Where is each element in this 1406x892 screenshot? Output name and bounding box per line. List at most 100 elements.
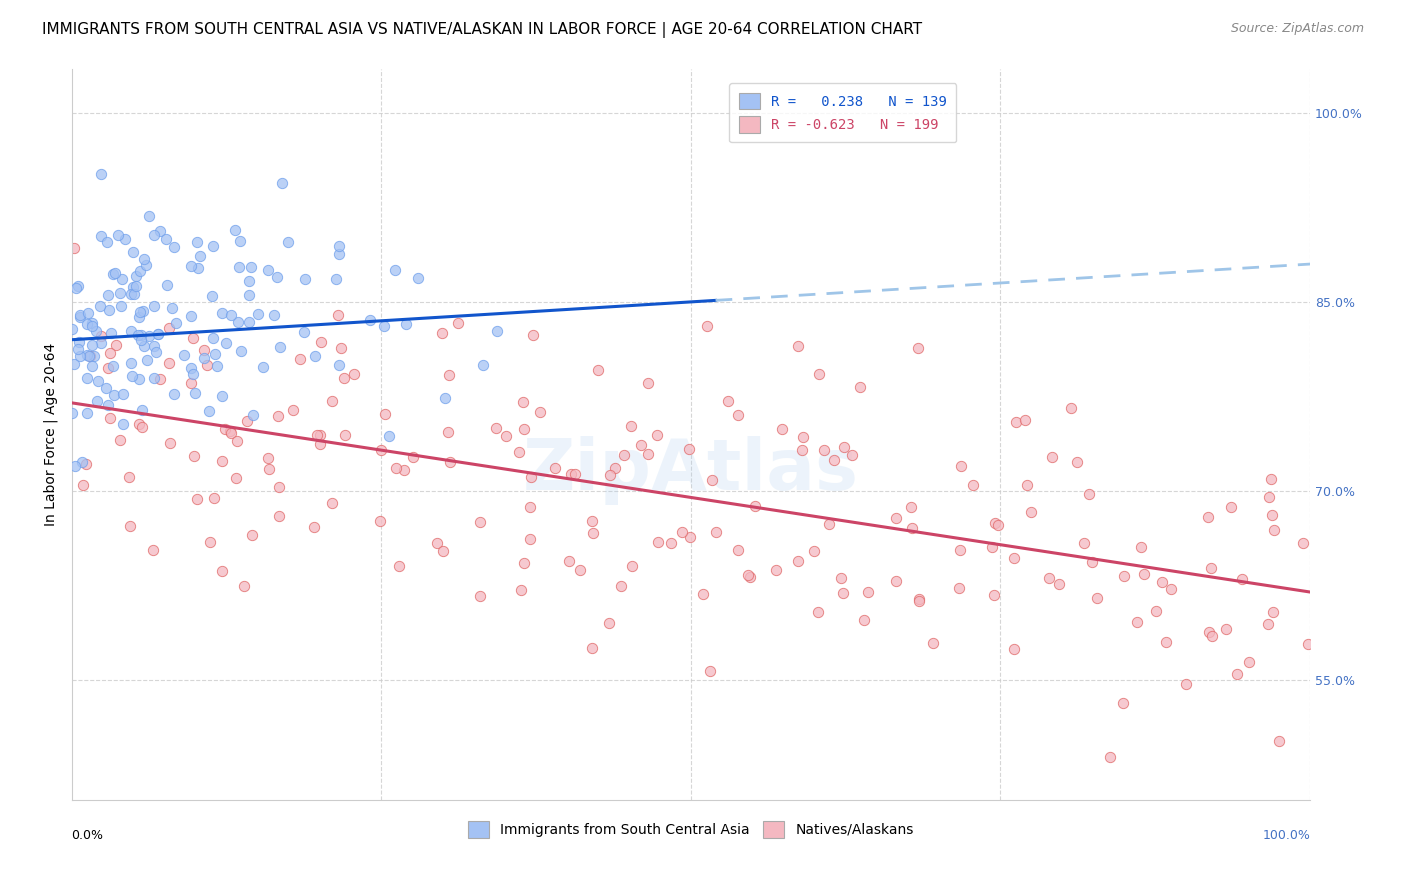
Point [122,280,145,294]
Point [803,544,825,558]
Point [765,563,787,577]
Point [142,543,165,558]
Point [737,567,759,582]
Point [384,263,406,277]
Point [1073,536,1095,550]
Point [329,342,352,356]
Point [69,349,91,363]
Point [131,420,153,434]
Point [186,235,208,249]
Text: IMMIGRANTS FROM SOUTH CENTRAL ASIA VS NATIVE/ALASKAN IN LABOR FORCE | AGE 20-64 : IMMIGRANTS FROM SOUTH CENTRAL ASIA VS NA… [42,22,922,38]
Point [266,269,288,284]
Point [211,389,233,403]
Point [325,272,347,286]
Point [103,388,125,402]
Point [83,349,105,363]
Point [370,443,392,458]
Point [193,351,215,365]
Point [108,286,131,301]
Point [187,261,209,276]
Point [76,317,98,331]
Point [630,438,652,452]
Point [738,570,761,584]
Point [1014,413,1036,427]
Point [62,241,84,255]
Point [582,526,605,541]
Point [294,272,316,286]
Point [135,258,157,272]
Point [1019,505,1042,519]
Point [257,462,280,476]
Point [82,337,104,351]
Point [142,227,165,242]
Point [76,348,98,362]
Point [485,421,508,435]
Point [1198,625,1220,640]
Point [434,391,457,405]
Point [120,287,142,301]
Point [823,453,845,467]
Point [77,306,100,320]
Point [105,337,128,351]
Point [704,525,727,540]
Point [385,460,408,475]
Point [75,457,97,471]
Point [1260,472,1282,486]
Point [66,279,89,293]
Point [907,592,929,607]
Point [513,556,536,570]
Point [900,500,922,514]
Point [90,229,112,244]
Point [156,278,179,293]
Point [145,345,167,359]
Point [368,514,391,528]
Point [1291,536,1313,550]
Point [1261,605,1284,619]
Point [65,281,87,295]
Point [1298,637,1320,651]
Point [962,478,984,492]
Point [198,535,221,549]
Point [603,461,626,475]
Point [96,235,118,250]
Point [125,279,148,293]
Point [302,520,325,534]
Point [519,532,541,546]
Point [717,393,740,408]
Point [238,274,260,288]
Point [1130,540,1153,554]
Point [112,417,135,431]
Point [120,324,142,338]
Point [485,325,508,339]
Point [359,312,381,326]
Point [949,542,972,557]
Point [67,335,90,350]
Point [610,578,633,592]
Point [247,307,270,321]
Point [613,449,636,463]
Point [884,574,907,588]
Point [221,426,243,441]
Point [236,414,259,428]
Point [69,310,91,324]
Point [84,324,107,338]
Point [581,514,603,528]
Point [727,543,749,558]
Point [984,516,1007,530]
Point [263,308,285,322]
Point [787,554,810,568]
Point [118,470,141,484]
Point [727,409,749,423]
Point [598,615,620,630]
Point [1220,500,1243,515]
Point [671,524,693,539]
Point [96,380,118,394]
Point [132,252,155,266]
Point [620,559,643,574]
Point [557,554,579,568]
Point [96,288,118,302]
Point [1257,490,1279,504]
Point [987,518,1010,533]
Point [659,536,682,550]
Point [983,588,1005,602]
